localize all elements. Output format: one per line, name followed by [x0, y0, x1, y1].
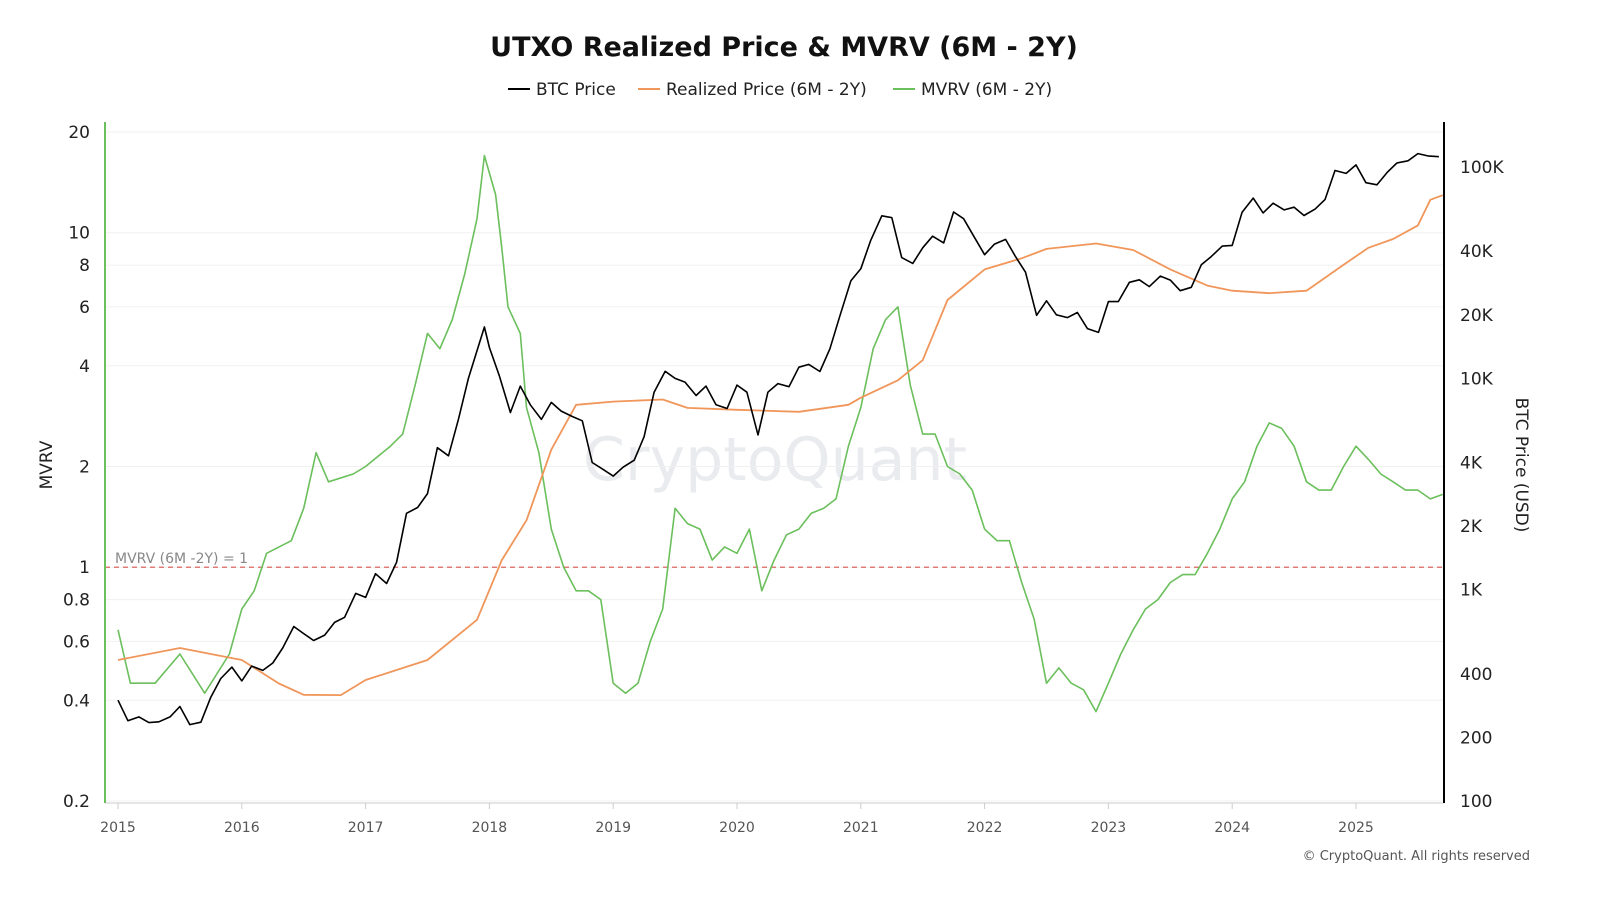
legend-item: Realized Price (6M - 2Y) — [666, 80, 867, 100]
y-left-tick-label: 0.2 — [63, 792, 90, 812]
y-right-tick-label: 2K — [1460, 517, 1483, 537]
y-right-tick-label: 100K — [1460, 158, 1504, 178]
grid — [105, 131, 1444, 802]
chart-title: UTXO Realized Price & MVRV (6M - 2Y) — [490, 32, 1078, 63]
x-tick-label: 2017 — [348, 820, 384, 836]
legend: BTC Price Realized Price (6M - 2Y) MVRV (6… — [508, 80, 1052, 100]
watermark: CryptoQuant — [583, 425, 967, 495]
x-tick-label: 2018 — [472, 820, 508, 836]
y-left-tick-label: 8 — [79, 256, 90, 276]
y-left-tick-label: 0.6 — [63, 632, 90, 652]
y-left-tick-label: 2 — [79, 458, 90, 478]
y-left-tick-label: 0.4 — [63, 691, 90, 711]
y-right-tick-label: 4K — [1460, 453, 1483, 473]
legend-item: BTC Price — [536, 80, 616, 100]
series-layer: MVRV (6M -2Y) = 1 — [105, 152, 1444, 726]
y-right-tick-label: 100 — [1460, 792, 1492, 812]
x-tick-label: 2019 — [595, 820, 631, 836]
legend-item: MVRV (6M - 2Y) — [921, 80, 1052, 100]
reference-line-label: MVRV (6M -2Y) = 1 — [115, 551, 248, 567]
y-left-label: MVRV — [37, 440, 57, 489]
y-right-tick-label: 40K — [1460, 242, 1494, 262]
x-tick-label: 2024 — [1214, 820, 1250, 836]
y-left-tick-label: 10 — [68, 224, 90, 244]
copyright: © CryptoQuant. All rights reserved — [1303, 849, 1530, 864]
x-tick-label: 2023 — [1091, 820, 1127, 836]
series-line-realized-price-6m-2y- — [117, 194, 1444, 696]
y-left-tick-label: 0.8 — [63, 591, 90, 611]
x-tick-label: 2021 — [843, 820, 879, 836]
y-right-tick-label: 200 — [1460, 728, 1492, 748]
x-tick-label: 2015 — [100, 820, 136, 836]
x-tick-label: 2020 — [719, 820, 755, 836]
y-left-tick-label: 20 — [68, 123, 90, 143]
x-tick-label: 2016 — [224, 820, 260, 836]
axes: 20 10 8 6 4 2 1 0.8 0.6 0.4 0.2 100K 40K 20K 10K 4K 2K 1K… — [63, 122, 1504, 836]
y-right-tick-label: 20K — [1460, 306, 1494, 326]
series-line-mvrv-6m-2y- — [117, 154, 1443, 713]
y-left-tick-label: 6 — [79, 298, 90, 318]
y-right-tick-label: 400 — [1460, 665, 1492, 685]
y-left-tick-label: 1 — [79, 558, 90, 578]
y-left-tick-label: 4 — [79, 357, 90, 377]
x-tick-label: 2022 — [967, 820, 1003, 836]
series-line-btc-price — [117, 152, 1439, 726]
y-right-tick-label: 10K — [1460, 369, 1494, 389]
y-right-label: BTC Price (USD) — [1511, 398, 1531, 533]
y-right-tick-label: 1K — [1460, 581, 1483, 601]
x-tick-label: 2025 — [1338, 820, 1374, 836]
